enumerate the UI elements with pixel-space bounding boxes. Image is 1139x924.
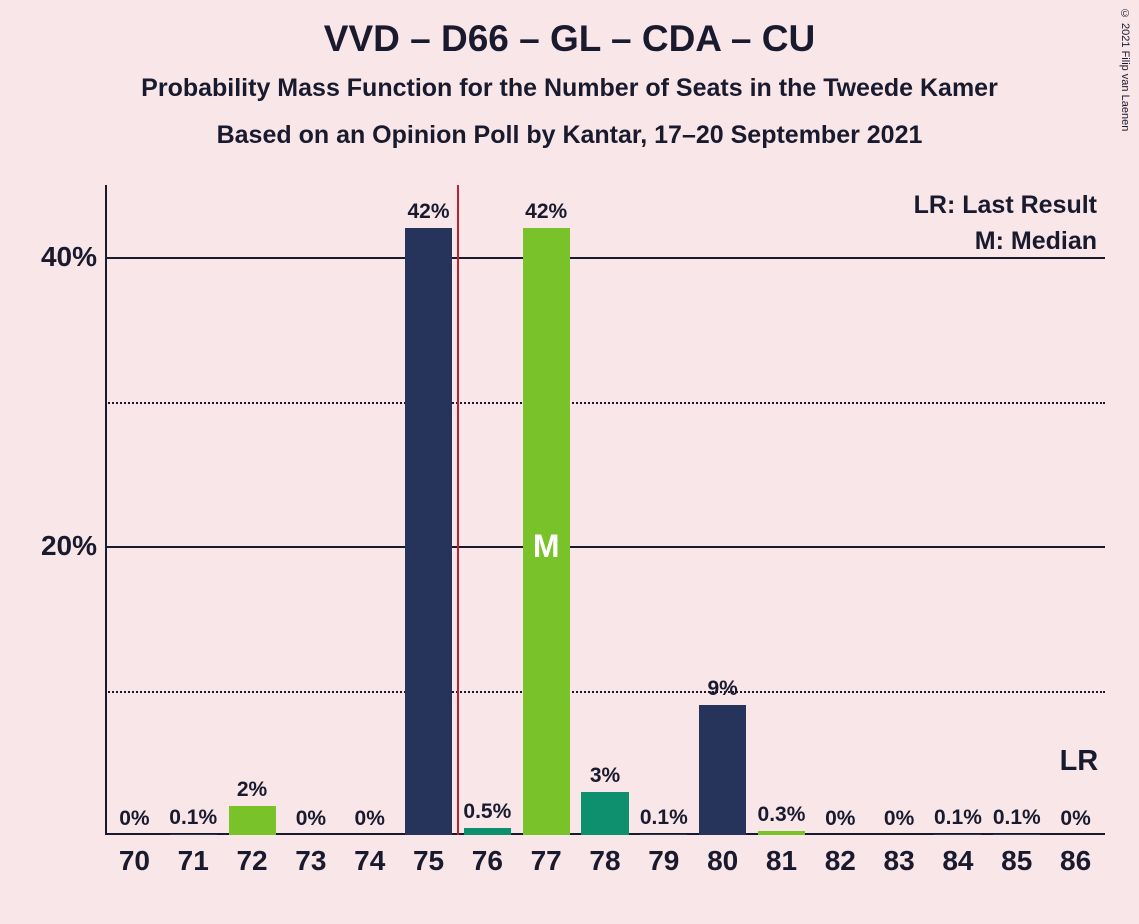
- bar-value-label: 0.1%: [934, 806, 982, 830]
- bar-value-label: 0.3%: [758, 803, 806, 827]
- legend-m: M: Median: [975, 227, 1097, 256]
- bar-value-label: 0%: [825, 807, 855, 831]
- chart-title: VVD – D66 – GL – CDA – CU: [0, 0, 1139, 60]
- x-tick-label: 77: [531, 845, 562, 877]
- x-tick-label: 70: [119, 845, 150, 877]
- bar: [993, 834, 1040, 835]
- bar: [640, 834, 687, 835]
- gridline: [105, 546, 1105, 548]
- bar-value-label: 3%: [590, 764, 620, 788]
- bar-value-label: 0.1%: [640, 806, 688, 830]
- bar: [581, 792, 628, 835]
- bar-value-label: 2%: [237, 778, 267, 802]
- pmf-bar-chart: LR: Last Result M: Median 20%40%0%0.1%2%…: [105, 185, 1105, 835]
- bar-value-label: 9%: [707, 677, 737, 701]
- bar-value-label: 42%: [525, 200, 567, 224]
- bar: [405, 228, 452, 835]
- x-tick-label: 86: [1060, 845, 1091, 877]
- bar-value-label: 0.1%: [169, 806, 217, 830]
- chart-subtitle2: Based on an Opinion Poll by Kantar, 17–2…: [0, 121, 1139, 150]
- x-tick-label: 75: [413, 845, 444, 877]
- bar-value-label: 0.1%: [993, 806, 1041, 830]
- x-tick-label: 71: [178, 845, 209, 877]
- y-tick-label: 20%: [41, 530, 97, 562]
- plot-area: [105, 185, 1105, 835]
- last-result-line: [457, 185, 459, 835]
- bar-value-label: 0%: [119, 807, 149, 831]
- gridline: [105, 257, 1105, 259]
- x-tick-label: 82: [825, 845, 856, 877]
- gridline: [105, 402, 1105, 404]
- x-tick-label: 76: [472, 845, 503, 877]
- lr-axis-label: LR: [1060, 745, 1099, 778]
- bar: [699, 705, 746, 835]
- x-tick-label: 81: [766, 845, 797, 877]
- bar: [170, 834, 217, 835]
- x-tick-label: 72: [236, 845, 267, 877]
- x-tick-label: 83: [884, 845, 915, 877]
- bar-value-label: 0%: [296, 807, 326, 831]
- chart-subtitle1: Probability Mass Function for the Number…: [0, 74, 1139, 103]
- x-tick-label: 73: [295, 845, 326, 877]
- x-tick-label: 74: [354, 845, 385, 877]
- x-tick-label: 85: [1001, 845, 1032, 877]
- x-tick-label: 84: [942, 845, 973, 877]
- bar: [934, 834, 981, 835]
- median-marker: M: [533, 528, 560, 565]
- x-tick-label: 79: [648, 845, 679, 877]
- x-tick-label: 78: [589, 845, 620, 877]
- bar: [464, 828, 511, 835]
- bar: [229, 806, 276, 835]
- bar-value-label: 0%: [355, 807, 385, 831]
- bar-value-label: 0.5%: [463, 800, 511, 824]
- bar-value-label: 42%: [408, 200, 450, 224]
- legend-lr: LR: Last Result: [914, 191, 1097, 220]
- bar-value-label: 0%: [1060, 807, 1090, 831]
- bar: [758, 831, 805, 835]
- x-tick-label: 80: [707, 845, 738, 877]
- gridline: [105, 691, 1105, 693]
- bar-value-label: 0%: [884, 807, 914, 831]
- y-tick-label: 40%: [41, 241, 97, 273]
- copyright-text: © 2021 Filip van Laenen: [1119, 8, 1131, 131]
